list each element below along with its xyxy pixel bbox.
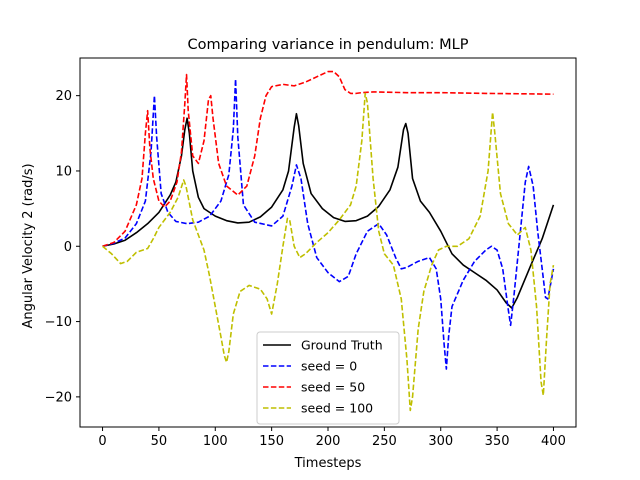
x-tick-label: 0: [98, 434, 106, 449]
x-tick-label: 200: [316, 434, 341, 449]
x-tick-label: 350: [485, 434, 510, 449]
x-tick-label: 50: [151, 434, 168, 449]
y-tick-label: 20: [55, 89, 72, 104]
x-tick-label: 150: [259, 434, 284, 449]
y-tick-label: −10: [45, 315, 72, 330]
y-axis-ticks: −20 −10 0 10 20: [45, 89, 80, 405]
series-line-2: [102, 70, 554, 248]
legend: Ground Truth seed = 0 seed = 50 seed = 100: [256, 331, 400, 425]
x-axis-label: Timesteps: [294, 456, 362, 471]
x-tick-label: 100: [203, 434, 228, 449]
y-tick-label: −20: [45, 390, 72, 405]
legend-label: Ground Truth: [301, 338, 383, 353]
series-line-1: [102, 78, 555, 370]
series-line-0: [102, 112, 555, 309]
y-axis-label: Angular Velocity 2 (rad/s): [21, 163, 36, 328]
legend-label: seed = 50: [301, 380, 365, 395]
legend-label: seed = 0: [301, 359, 357, 374]
legend-label: seed = 100: [301, 401, 373, 416]
x-tick-label: 300: [428, 434, 453, 449]
legend-box: [256, 331, 400, 425]
series-lines: [102, 70, 555, 412]
y-tick-label: 0: [64, 240, 72, 255]
chart-title: Comparing variance in pendulum: MLP: [188, 37, 469, 53]
y-tick-label: 10: [55, 164, 72, 179]
x-axis-ticks: 0 50 100 150 200 250 300 350 400: [98, 427, 566, 449]
x-tick-label: 250: [372, 434, 397, 449]
x-tick-label: 400: [541, 434, 566, 449]
